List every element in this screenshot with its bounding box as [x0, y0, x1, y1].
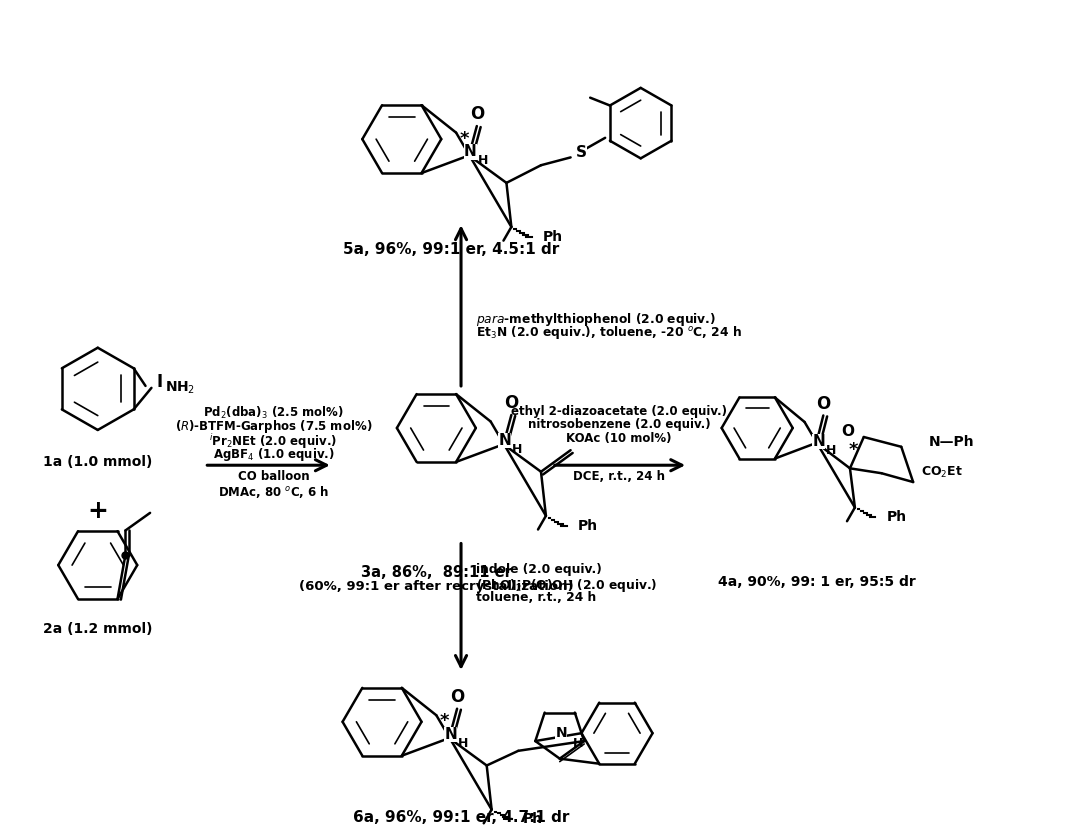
Text: indole (2.0 equiv.): indole (2.0 equiv.)	[476, 563, 602, 576]
Text: toluene, r.t., 24 h: toluene, r.t., 24 h	[476, 590, 596, 604]
Text: 2a (1.2 mmol): 2a (1.2 mmol)	[43, 622, 152, 636]
Text: ethyl 2-diazoacetate (2.0 equiv.): ethyl 2-diazoacetate (2.0 equiv.)	[511, 404, 727, 418]
Text: 5a, 96%, 99:1 er, 4.5:1 dr: 5a, 96%, 99:1 er, 4.5:1 dr	[343, 242, 559, 257]
Text: O: O	[816, 395, 831, 412]
Text: DMAc, 80 $^o$C, 6 h: DMAc, 80 $^o$C, 6 h	[218, 483, 329, 500]
Text: DCE, r.t., 24 h: DCE, r.t., 24 h	[573, 470, 665, 483]
Text: N: N	[444, 727, 457, 742]
Text: H: H	[572, 737, 583, 750]
Text: Ph: Ph	[578, 519, 597, 533]
Text: +: +	[87, 498, 108, 523]
Text: O: O	[504, 394, 518, 412]
Text: KOAc (10 mol%): KOAc (10 mol%)	[566, 432, 672, 445]
Text: H: H	[512, 443, 523, 456]
Text: (PhO)$_2$P(O)OH (2.0 equiv.): (PhO)$_2$P(O)OH (2.0 equiv.)	[476, 577, 658, 594]
Text: I: I	[157, 373, 162, 391]
Text: *: *	[459, 129, 469, 148]
Text: N: N	[464, 144, 476, 159]
Text: 4a, 90%, 99: 1 er, 95:5 dr: 4a, 90%, 99: 1 er, 95:5 dr	[717, 575, 915, 589]
Text: *: *	[848, 441, 858, 458]
Text: *: *	[440, 712, 449, 731]
Text: $^i$Pr$_2$NEt (2.0 equiv.): $^i$Pr$_2$NEt (2.0 equiv.)	[210, 432, 337, 451]
Text: O: O	[841, 423, 854, 438]
Text: 6a, 96%, 99:1 er, 4.7:1 dr: 6a, 96%, 99:1 er, 4.7:1 dr	[353, 810, 569, 825]
Text: Pd$_2$(dba)$_3$ (2.5 mol%): Pd$_2$(dba)$_3$ (2.5 mol%)	[203, 404, 343, 421]
Text: Ph: Ph	[887, 510, 906, 524]
Text: N: N	[499, 433, 511, 448]
Text: 3a, 86%,  89:11 er: 3a, 86%, 89:11 er	[361, 565, 512, 580]
Text: N—Ph: N—Ph	[929, 435, 974, 449]
Text: Ph: Ph	[523, 812, 543, 827]
Text: nitrosobenzene (2.0 equiv.): nitrosobenzene (2.0 equiv.)	[528, 418, 711, 431]
Text: N: N	[555, 726, 567, 741]
Text: S: S	[576, 145, 586, 160]
Text: AgBF$_4$ (1.0 equiv.): AgBF$_4$ (1.0 equiv.)	[213, 446, 335, 463]
Text: H: H	[826, 443, 837, 457]
Text: O: O	[450, 688, 464, 706]
Text: 1a (1.0 mmol): 1a (1.0 mmol)	[43, 455, 152, 469]
Text: N: N	[812, 433, 825, 448]
Text: H: H	[458, 736, 469, 750]
Text: CO$_2$Et: CO$_2$Et	[921, 465, 963, 480]
Text: ($\mathit{R}$)-BTFM-Garphos (7.5 mol%): ($\mathit{R}$)-BTFM-Garphos (7.5 mol%)	[175, 418, 373, 435]
Text: CO balloon: CO balloon	[238, 470, 309, 483]
Text: (60%, 99:1 er after recrystallization): (60%, 99:1 er after recrystallization)	[299, 579, 573, 593]
Text: O: O	[470, 105, 484, 124]
Text: Ph: Ph	[543, 230, 563, 244]
Text: NH$_2$: NH$_2$	[165, 380, 195, 396]
Text: H: H	[477, 154, 488, 167]
Text: Et$_3$N (2.0 equiv.), toluene, -20 $^o$C, 24 h: Et$_3$N (2.0 equiv.), toluene, -20 $^o$C…	[476, 324, 742, 342]
Text: $\mathit{para}$-methylthiophenol (2.0 equiv.): $\mathit{para}$-methylthiophenol (2.0 eq…	[476, 311, 716, 327]
